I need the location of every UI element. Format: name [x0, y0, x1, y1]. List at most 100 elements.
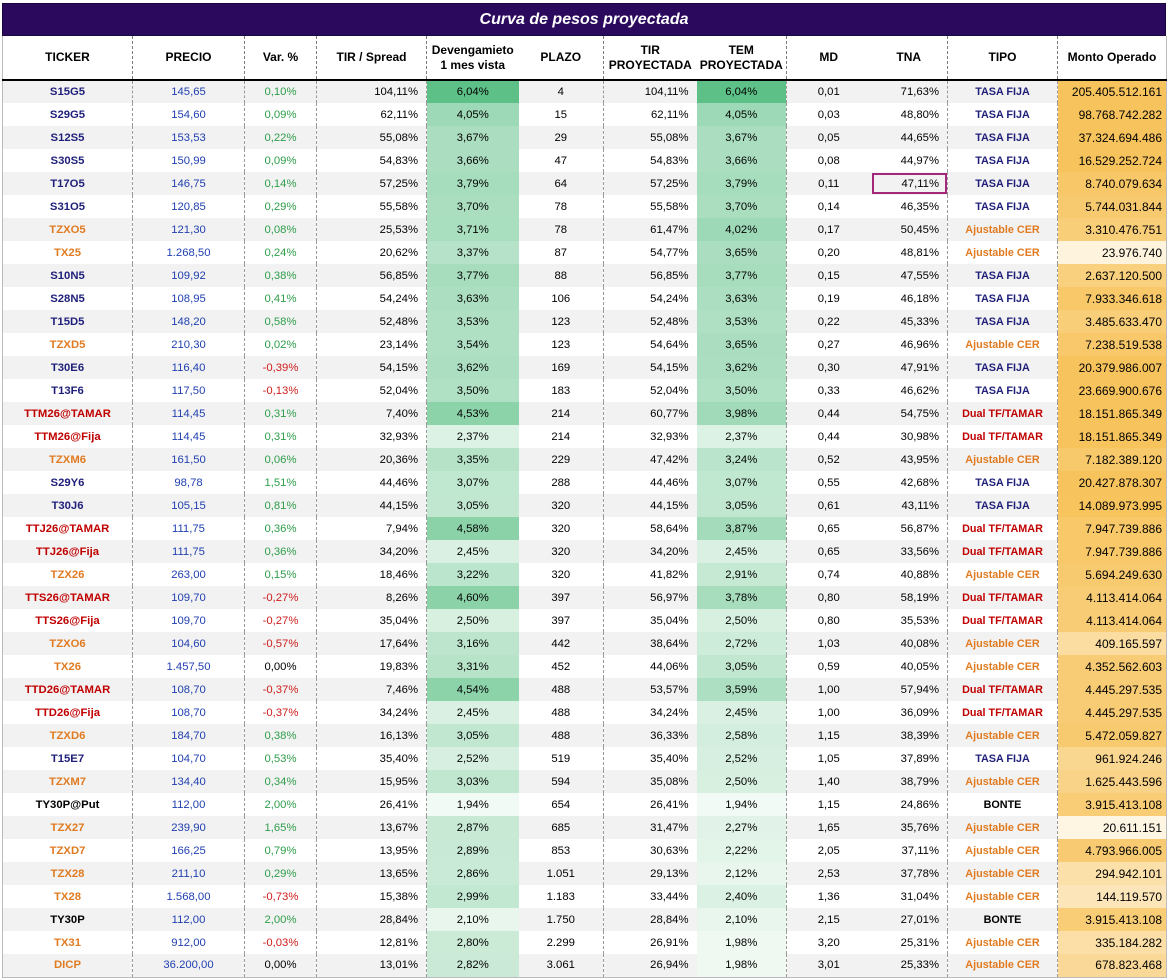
- cell-plazo[interactable]: 123: [518, 310, 604, 333]
- cell-md[interactable]: 0,27: [786, 333, 871, 356]
- cell-plazo[interactable]: 1.051: [518, 862, 604, 885]
- cell-tna[interactable]: 46,35%: [870, 195, 948, 218]
- cell-tipo[interactable]: TASA FIJA: [947, 126, 1058, 149]
- cell-var[interactable]: 0,31%: [244, 425, 317, 448]
- cell-tna[interactable]: 24,86%: [870, 793, 948, 816]
- cell-var[interactable]: 0,06%: [244, 448, 317, 471]
- table-row[interactable]: TX28 1.568,00 -0,73% 15,38% 2,99% 1.183 33,44%…: [2, 885, 1167, 908]
- cell-tna[interactable]: 54,75%: [870, 402, 948, 425]
- cell-devengamiento[interactable]: 3,79%: [426, 172, 519, 195]
- cell-tir-proyectada[interactable]: 35,08%: [603, 770, 697, 793]
- cell-var[interactable]: 0,10%: [244, 80, 317, 103]
- cell-tna[interactable]: 44,65%: [870, 126, 948, 149]
- cell-var[interactable]: -0,37%: [244, 678, 317, 701]
- cell-precio[interactable]: 912,00: [132, 931, 245, 954]
- cell-monto[interactable]: 18.151.865.349: [1057, 402, 1167, 425]
- cell-tem-proyectada[interactable]: 3,67%: [696, 126, 787, 149]
- cell-tna[interactable]: 38,79%: [870, 770, 948, 793]
- cell-md[interactable]: 0,17: [786, 218, 871, 241]
- cell-tir-spread[interactable]: 54,15%: [316, 356, 427, 379]
- cell-tna[interactable]: 58,19%: [870, 586, 948, 609]
- cell-plazo[interactable]: 452: [518, 655, 604, 678]
- cell-tipo[interactable]: TASA FIJA: [947, 471, 1058, 494]
- table-row[interactable]: TZX27 239,90 1,65% 13,67% 2,87% 685 31,47% 2,27…: [2, 816, 1167, 839]
- cell-plazo[interactable]: 594: [518, 770, 604, 793]
- cell-md[interactable]: 0,05: [786, 126, 871, 149]
- cell-var[interactable]: 0,09%: [244, 103, 317, 126]
- table-row[interactable]: S29Y6 98,78 1,51% 44,46% 3,07% 288 44,46% 3,07%…: [2, 471, 1167, 494]
- cell-ticker[interactable]: TZXD7: [2, 839, 133, 862]
- cell-tir-spread[interactable]: 20,36%: [316, 448, 427, 471]
- cell-plazo[interactable]: 78: [518, 218, 604, 241]
- cell-tir-proyectada[interactable]: 34,20%: [603, 540, 697, 563]
- cell-tir-proyectada[interactable]: 35,40%: [603, 747, 697, 770]
- cell-monto[interactable]: 7.238.519.538: [1057, 333, 1167, 356]
- header-tir-spread[interactable]: TIR / Spread: [316, 36, 427, 81]
- cell-devengamiento[interactable]: 2,52%: [426, 747, 519, 770]
- cell-tem-proyectada[interactable]: 3,65%: [696, 333, 787, 356]
- cell-tir-proyectada[interactable]: 55,08%: [603, 126, 697, 149]
- cell-var[interactable]: -0,03%: [244, 931, 317, 954]
- cell-tipo[interactable]: TASA FIJA: [947, 310, 1058, 333]
- table-row[interactable]: S30S5 150,99 0,09% 54,83% 3,66% 47 54,83% 3,66%…: [2, 149, 1167, 172]
- cell-md[interactable]: 0,59: [786, 655, 871, 678]
- cell-precio[interactable]: 36.200,00: [132, 954, 245, 977]
- cell-var[interactable]: 1,51%: [244, 471, 317, 494]
- cell-tipo[interactable]: Dual TF/TAMAR: [947, 609, 1058, 632]
- cell-monto[interactable]: 1.625.443.596: [1057, 770, 1167, 793]
- cell-tna[interactable]: 42,68%: [870, 471, 948, 494]
- cell-precio[interactable]: 121,30: [132, 218, 245, 241]
- cell-devengamiento[interactable]: 3,07%: [426, 471, 519, 494]
- cell-tem-proyectada[interactable]: 3,70%: [696, 195, 787, 218]
- cell-ticker[interactable]: TTS26@Fija: [2, 609, 133, 632]
- cell-monto[interactable]: 20.427.878.307: [1057, 471, 1167, 494]
- cell-plazo[interactable]: 320: [518, 540, 604, 563]
- cell-monto[interactable]: 409.165.597: [1057, 632, 1167, 655]
- cell-tir-spread[interactable]: 44,15%: [316, 494, 427, 517]
- cell-tna[interactable]: 56,87%: [870, 517, 948, 540]
- cell-tir-proyectada[interactable]: 52,04%: [603, 379, 697, 402]
- table-row[interactable]: DICP 36.200,00 0,00% 13,01% 2,82% 3.061 26,94%…: [2, 954, 1167, 977]
- cell-precio[interactable]: 148,20: [132, 310, 245, 333]
- cell-plazo[interactable]: 488: [518, 678, 604, 701]
- cell-tem-proyectada[interactable]: 2,50%: [696, 770, 787, 793]
- cell-tem-proyectada[interactable]: 3,87%: [696, 517, 787, 540]
- cell-precio[interactable]: 111,75: [132, 517, 245, 540]
- cell-tipo[interactable]: TASA FIJA: [947, 747, 1058, 770]
- cell-tipo[interactable]: Ajustable CER: [947, 241, 1058, 264]
- cell-tir-spread[interactable]: 8,26%: [316, 586, 427, 609]
- cell-md[interactable]: 1,00: [786, 678, 871, 701]
- table-row[interactable]: TTJ26@Fija 111,75 0,36% 34,20% 2,45% 320 34,20…: [2, 540, 1167, 563]
- table-row[interactable]: T15D5 148,20 0,58% 52,48% 3,53% 123 52,48% 3,53…: [2, 310, 1167, 333]
- cell-ticker[interactable]: S12S5: [2, 126, 133, 149]
- cell-tem-proyectada[interactable]: 3,53%: [696, 310, 787, 333]
- cell-var[interactable]: 0,15%: [244, 563, 317, 586]
- cell-md[interactable]: 1,40: [786, 770, 871, 793]
- cell-tna[interactable]: 43,95%: [870, 448, 948, 471]
- cell-tir-spread[interactable]: 52,04%: [316, 379, 427, 402]
- cell-ticker[interactable]: TX25: [2, 241, 133, 264]
- cell-md[interactable]: 1,03: [786, 632, 871, 655]
- cell-var[interactable]: 0,36%: [244, 540, 317, 563]
- cell-var[interactable]: 0,24%: [244, 241, 317, 264]
- cell-devengamiento[interactable]: 3,03%: [426, 770, 519, 793]
- cell-tem-proyectada[interactable]: 1,94%: [696, 793, 787, 816]
- cell-precio[interactable]: 211,10: [132, 862, 245, 885]
- table-row[interactable]: TTJ26@TAMAR 111,75 0,36% 7,94% 4,58% 320 58,64…: [2, 517, 1167, 540]
- cell-tir-spread[interactable]: 34,20%: [316, 540, 427, 563]
- header-devengamiento[interactable]: Devengamieto 1 mes vista: [426, 36, 519, 81]
- cell-plazo[interactable]: 123: [518, 333, 604, 356]
- cell-tir-spread[interactable]: 12,81%: [316, 931, 427, 954]
- table-row[interactable]: TTM26@TAMAR 114,45 0,31% 7,40% 4,53% 214 60,77…: [2, 402, 1167, 425]
- cell-devengamiento[interactable]: 2,89%: [426, 839, 519, 862]
- cell-tem-proyectada[interactable]: 1,98%: [696, 954, 787, 977]
- cell-ticker[interactable]: TTD26@Fija: [2, 701, 133, 724]
- cell-plazo[interactable]: 183: [518, 379, 604, 402]
- cell-devengamiento[interactable]: 4,53%: [426, 402, 519, 425]
- cell-devengamiento[interactable]: 2,87%: [426, 816, 519, 839]
- cell-tir-proyectada[interactable]: 30,63%: [603, 839, 697, 862]
- table-row[interactable]: S29G5 154,60 0,09% 62,11% 4,05% 15 62,11% 4,05%…: [2, 103, 1167, 126]
- cell-tir-spread[interactable]: 54,24%: [316, 287, 427, 310]
- table-row[interactable]: T30E6 116,40 -0,39% 54,15% 3,62% 169 54,15% 3,6…: [2, 356, 1167, 379]
- cell-ticker[interactable]: TTS26@TAMAR: [2, 586, 133, 609]
